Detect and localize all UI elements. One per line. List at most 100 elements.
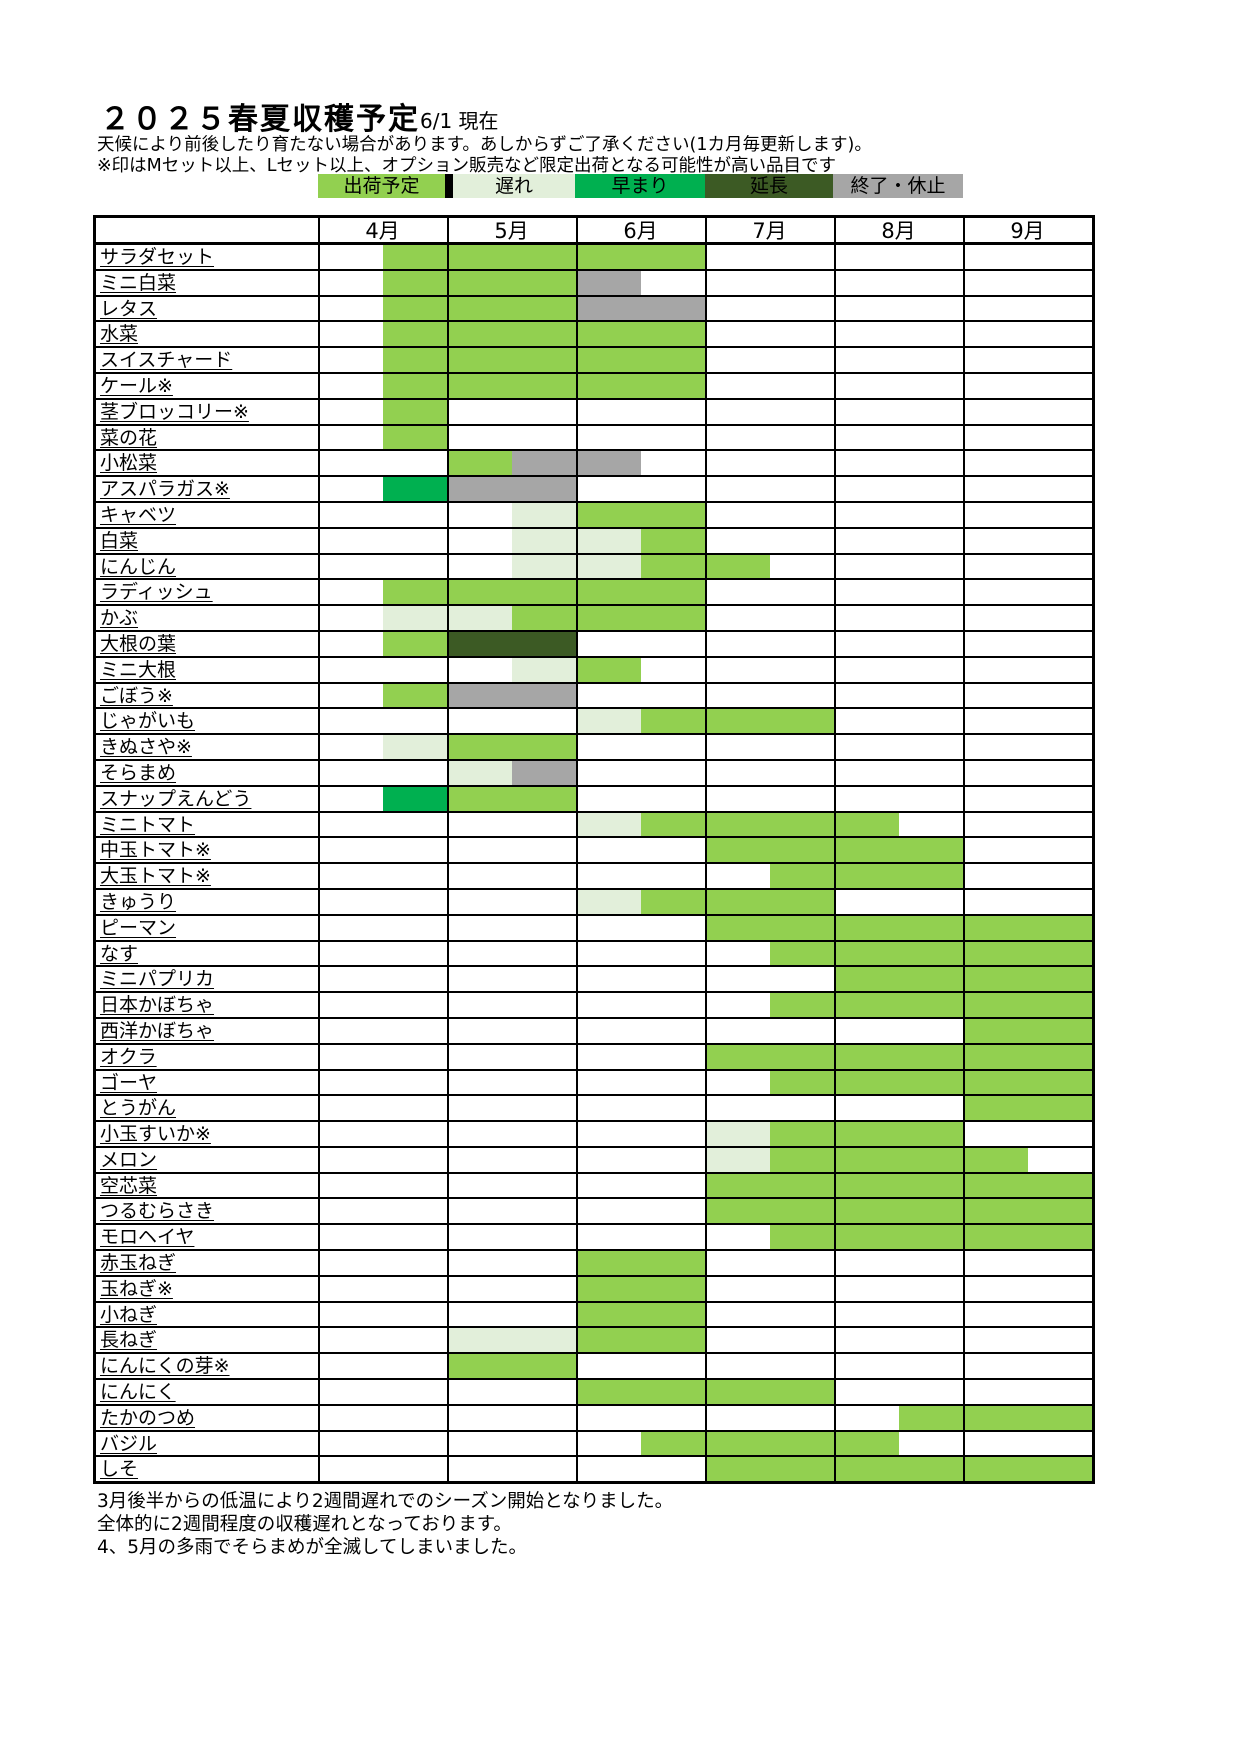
schedule-bar-plan: [576, 1251, 705, 1275]
table-row: ピーマン: [96, 913, 1092, 940]
schedule-bar-plan: [382, 425, 447, 450]
schedule-bar-late: [576, 812, 641, 837]
schedule-bar-plan: [382, 270, 576, 295]
weather-disclaimer-note: 天候により前後したり育たない場合があります。あしからずご了承ください(1カ月毎更…: [97, 135, 872, 155]
schedule-bar-plan: [382, 683, 447, 708]
table-row: なす: [96, 939, 1092, 966]
crop-column-header: [96, 218, 318, 242]
table-row: 小玉すいか※: [96, 1120, 1092, 1146]
table-row: モロヘイヤ: [96, 1223, 1092, 1250]
month-header-row: 4月 5月 6月 7月 8月 9月: [96, 218, 1092, 243]
crop-name: 大根の葉: [100, 632, 177, 655]
footer-note-soramame: 4、5月の多雨でそらまめが全滅してしまいました。: [97, 1537, 527, 1558]
as-of-date: 6/1 現在: [420, 109, 499, 133]
crop-name: 小松菜: [100, 452, 158, 475]
month-header-cell: 7月: [752, 219, 787, 243]
schedule-bar-plan: [769, 941, 1092, 966]
schedule-bar-plan: [382, 399, 447, 424]
table-row: オクラ: [96, 1042, 1092, 1069]
crop-name: 小玉すいか※: [100, 1123, 211, 1146]
table-row: サラダセット: [96, 243, 1092, 269]
schedule-bar-plan: [705, 1457, 1092, 1482]
schedule-bar-plan: [769, 1070, 1092, 1095]
crop-name: オクラ: [100, 1045, 157, 1068]
crop-name: 空芯菜: [100, 1174, 158, 1197]
schedule-bar-plan: [576, 1328, 705, 1353]
table-row: にんにくの芽※: [96, 1352, 1092, 1379]
crop-name: きゅうり: [100, 890, 177, 913]
crop-name: 西洋かぼちゃ: [100, 1019, 215, 1042]
table-row: じゃがいも: [96, 707, 1092, 734]
table-row: 白菜: [96, 526, 1092, 553]
table-row: 赤玉ねぎ: [96, 1249, 1092, 1275]
schedule-bar-stop: [447, 683, 576, 708]
schedule-bar-plan: [640, 812, 899, 837]
schedule-bar-late: [705, 1122, 770, 1146]
schedule-bar-late: [576, 709, 641, 734]
table-row: 中玉トマト※: [96, 836, 1092, 863]
table-row: スナップえんどう: [96, 784, 1092, 811]
schedule-table: 4月 5月 6月 7月 8月 9月 サラダセット ミニ白菜 レタス 水菜 スイスチャード ケール※ 茎…: [93, 215, 1095, 1485]
schedule-bar-plan: [769, 1225, 1092, 1250]
table-row: アスパラガス※: [96, 475, 1092, 501]
table-row: かぶ: [96, 604, 1092, 630]
schedule-bar-late: [382, 735, 447, 759]
schedule-bar-plan: [382, 373, 705, 398]
crop-name: 赤玉ねぎ: [100, 1252, 177, 1275]
schedule-bar-plan: [769, 993, 1092, 1017]
crop-name: メロン: [100, 1148, 158, 1171]
schedule-bar-plan: [769, 1122, 963, 1146]
crop-name: レタス: [100, 297, 158, 320]
crop-name: サラダセット: [100, 246, 215, 268]
table-row: そらまめ: [96, 758, 1092, 785]
table-row: ラディッシュ: [96, 578, 1092, 605]
schedule-bar-plan: [640, 709, 834, 734]
footer-note-season-start: 3月後半からの低温により2週間遅れでのシーズン開始となりました。: [97, 1491, 674, 1512]
schedule-bar-plan: [705, 915, 1092, 940]
crop-name: ごぼう※: [100, 684, 173, 707]
table-row: ミニパプリカ: [96, 965, 1092, 992]
table-row: にんじん: [96, 552, 1092, 579]
table-row: ミニ白菜: [96, 268, 1092, 295]
table-row: 大玉トマト※: [96, 862, 1092, 888]
schedule-bar-plan: [705, 1199, 1092, 1224]
schedule-bar-plan: [640, 1431, 899, 1456]
schedule-bar-plan: [705, 1044, 1092, 1069]
schedule-bar-plan: [447, 786, 576, 811]
crop-name: かぶ: [100, 607, 139, 630]
crop-name: ミニ大根: [100, 658, 177, 681]
table-row: レタス: [96, 294, 1092, 321]
schedule-bar-stop: [576, 270, 641, 295]
crop-name: にんにくの芽※: [100, 1355, 230, 1378]
legend: 出荷予定 遅れ 早まり 延長 終了・休止: [318, 174, 963, 198]
schedule-bar-plan: [447, 735, 576, 759]
schedule-bar-stop: [511, 760, 576, 785]
crop-name: 水菜: [100, 323, 139, 346]
crop-name: たかのつめ: [100, 1406, 196, 1429]
table-row: しそ: [96, 1455, 1092, 1482]
table-row: きぬさや※: [96, 733, 1092, 759]
table-row: つるむらさき: [96, 1197, 1092, 1224]
schedule-bar-plan: [382, 631, 447, 656]
table-row: メロン: [96, 1145, 1092, 1172]
crop-name: スイスチャード: [100, 349, 233, 372]
page-title: ２０２５春夏収穫予定: [100, 102, 420, 137]
crop-name: ミニ白菜: [100, 271, 177, 294]
table-row: 長ねぎ: [96, 1326, 1092, 1353]
column-gridline: [576, 218, 578, 1482]
column-gridline: [318, 218, 320, 1482]
crop-name: ミニトマト: [100, 813, 196, 836]
month-header-cell: 9月: [1010, 219, 1045, 243]
schedule-bar-plan: [963, 1018, 1092, 1043]
crop-name: 白菜: [100, 529, 139, 552]
schedule-bar-late: [447, 760, 512, 785]
schedule-bar-plan: [705, 1173, 1092, 1198]
schedule-bar-plan: [382, 245, 705, 269]
crop-name: 中玉トマト※: [100, 839, 211, 862]
schedule-bar-plan: [576, 1276, 705, 1301]
crop-name: バジル: [100, 1432, 158, 1455]
crop-name: 大玉トマト※: [100, 865, 211, 888]
schedule-bar-plan: [576, 657, 641, 682]
table-row: 玉ねぎ※: [96, 1274, 1092, 1301]
